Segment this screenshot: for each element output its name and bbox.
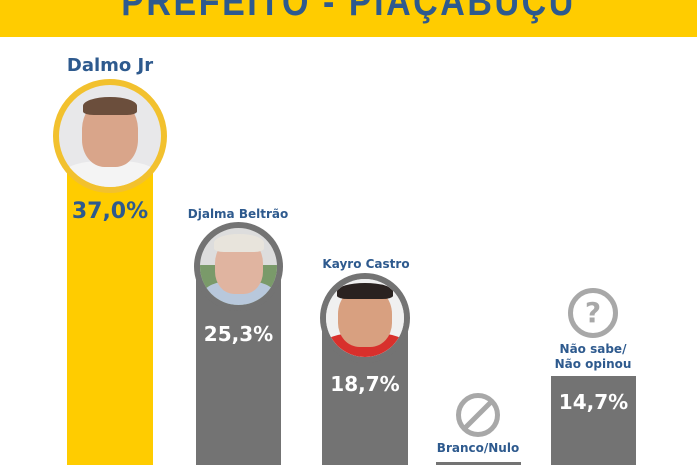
value-nao-sabe: 14,7% (558, 390, 629, 414)
page-title: PREFEITO - PIAÇABUÇU (121, 0, 576, 24)
value-kayro: 18,7% (330, 372, 400, 396)
avatar-kayro (320, 273, 410, 363)
bar-branco-nulo (436, 462, 521, 465)
header-banner: PREFEITO - PIAÇABUÇU (0, 0, 697, 37)
candidate-name-branco-nulo: Branco/Nulo (436, 441, 520, 455)
candidate-name-nao-sabe: Não sabe/ Não opinou (533, 342, 653, 372)
value-dalmo: 37,0% (71, 199, 149, 224)
bar-nao-sabe (551, 376, 636, 465)
value-djalma: 25,3% (203, 322, 274, 346)
candidate-name-djalma: Djalma Beltrão (187, 207, 289, 221)
avatar-djalma (194, 222, 283, 311)
candidate-name-kayro: Kayro Castro (322, 257, 410, 271)
question-icon: ? (568, 288, 618, 338)
nao-sabe-line2: Não opinou (554, 357, 632, 371)
candidate-name-dalmo: Dalmo Jr (66, 55, 154, 76)
nao-sabe-line1: Não sabe/ (559, 342, 627, 356)
prohibited-icon (456, 393, 500, 437)
bar-dalmo (67, 140, 153, 465)
avatar-dalmo (53, 79, 167, 193)
